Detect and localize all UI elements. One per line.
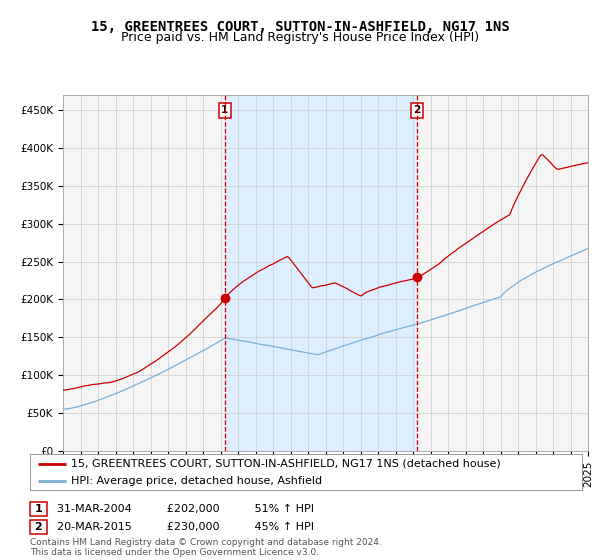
Text: 31-MAR-2004          £202,000          51% ↑ HPI: 31-MAR-2004 £202,000 51% ↑ HPI — [57, 504, 314, 514]
Text: Price paid vs. HM Land Registry's House Price Index (HPI): Price paid vs. HM Land Registry's House … — [121, 31, 479, 44]
Text: 1: 1 — [221, 105, 229, 115]
Text: 2: 2 — [413, 105, 421, 115]
Text: HPI: Average price, detached house, Ashfield: HPI: Average price, detached house, Ashf… — [71, 476, 323, 486]
Text: 2: 2 — [35, 522, 42, 532]
Bar — [225, 95, 417, 451]
Text: 15, GREENTREES COURT, SUTTON-IN-ASHFIELD, NG17 1NS: 15, GREENTREES COURT, SUTTON-IN-ASHFIELD… — [91, 20, 509, 34]
Text: 1: 1 — [35, 504, 42, 514]
Text: Contains HM Land Registry data © Crown copyright and database right 2024.
This d: Contains HM Land Registry data © Crown c… — [30, 538, 382, 557]
Text: 15, GREENTREES COURT, SUTTON-IN-ASHFIELD, NG17 1NS (detached house): 15, GREENTREES COURT, SUTTON-IN-ASHFIELD… — [71, 459, 501, 469]
Text: 20-MAR-2015          £230,000          45% ↑ HPI: 20-MAR-2015 £230,000 45% ↑ HPI — [57, 522, 314, 532]
